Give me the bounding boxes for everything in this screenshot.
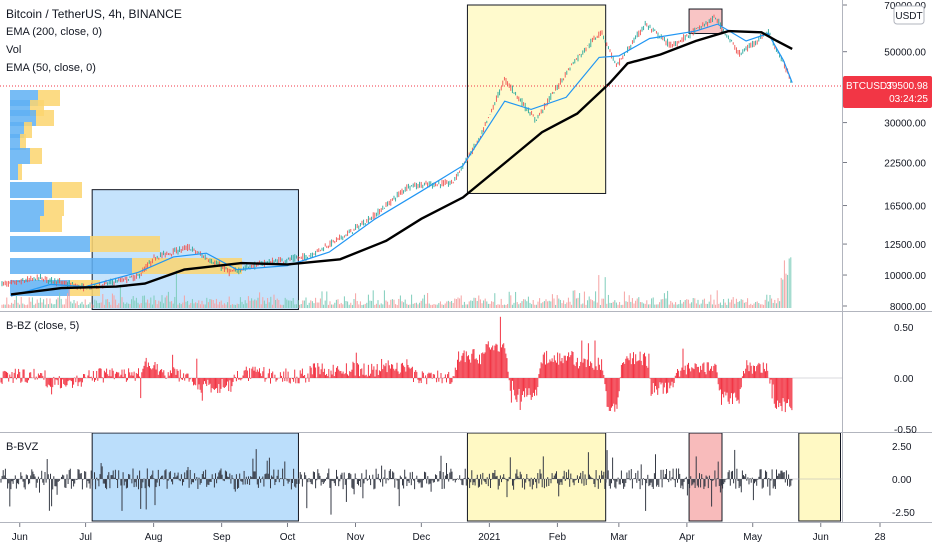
volume-profile-down bbox=[24, 122, 32, 138]
last-price-badge-bg bbox=[843, 76, 932, 108]
bz-tick-label: -0.50 bbox=[894, 425, 917, 436]
volume-profile-up bbox=[10, 164, 18, 180]
last-price-value: 39500.98 bbox=[886, 81, 928, 92]
volume-profile-up bbox=[10, 236, 90, 252]
time-tick-label: Sep bbox=[213, 532, 231, 543]
volume-profile-down bbox=[18, 164, 22, 180]
volume-profile-up bbox=[10, 258, 132, 274]
legend-ema200[interactable]: EMA (200, close, 0) bbox=[6, 26, 102, 38]
bz-tick-label: 0.00 bbox=[894, 374, 914, 385]
chart-title[interactable]: Bitcoin / TetherUS, 4h, BINANCE bbox=[6, 7, 182, 21]
time-tick-label: Jun bbox=[12, 532, 28, 543]
price-tick-label: 8000.00 bbox=[890, 302, 927, 313]
ema200-line bbox=[10, 29, 793, 296]
time-tick-label: Dec bbox=[412, 532, 430, 543]
candle-countdown: 03:24:25 bbox=[889, 94, 928, 105]
bvz-axis[interactable]: 2.50 0.00 -2.50 bbox=[892, 442, 915, 519]
price-zone-yellow[interactable] bbox=[466, 4, 607, 194]
price-tick-label: 16500.00 bbox=[884, 202, 926, 213]
time-axis[interactable]: Jun Jul Aug Sep Oct Nov Dec 2021 Feb Mar Apr May Jun… bbox=[12, 523, 886, 543]
bvz-tick-label: 2.50 bbox=[892, 442, 912, 453]
ema50-line bbox=[10, 23, 793, 297]
volume-profile-up bbox=[10, 216, 40, 232]
price-tick-label: 10000.00 bbox=[884, 271, 926, 282]
bvz-pane-label[interactable]: B-BVZ bbox=[6, 441, 39, 453]
time-tick-label: Nov bbox=[347, 532, 365, 543]
time-tick-label: 2021 bbox=[478, 532, 501, 543]
volume-profile-down bbox=[36, 110, 54, 126]
volume-profile-down bbox=[52, 182, 82, 198]
time-tick-label: Apr bbox=[679, 532, 695, 543]
time-tick-label: Jun bbox=[813, 532, 829, 543]
volume-profile-up bbox=[10, 148, 30, 164]
legend-ema50[interactable]: EMA (50, close, 0) bbox=[6, 62, 96, 74]
bvz-zone-red[interactable] bbox=[688, 432, 723, 522]
bz-pane-label[interactable]: B-BZ (close, 5) bbox=[6, 320, 80, 332]
currency-badge-bg bbox=[893, 5, 925, 25]
time-tick-label: Feb bbox=[549, 532, 567, 543]
bvz-zone-yellow[interactable] bbox=[798, 432, 841, 522]
time-tick-label: Jul bbox=[79, 532, 92, 543]
last-price-symbol: BTCUSDT bbox=[846, 81, 893, 92]
volume-profile-up bbox=[10, 182, 52, 198]
time-tick-label: Oct bbox=[280, 532, 296, 543]
bvz-tick-label: 0.00 bbox=[892, 475, 912, 486]
time-tick-label: Mar bbox=[610, 532, 628, 543]
volume-profile-up bbox=[10, 134, 20, 150]
volume-profile-down bbox=[20, 134, 26, 150]
volume-profile-down bbox=[40, 216, 62, 232]
bz-tick-label: 0.50 bbox=[894, 323, 914, 334]
volume-profile-down bbox=[30, 148, 42, 164]
price-axis[interactable]: 70000.0050000.0040000.0030000.0022500.00… bbox=[843, 1, 926, 313]
volume-profile-up bbox=[10, 200, 44, 216]
price-tick-label: 30000.00 bbox=[884, 119, 926, 130]
currency-badge[interactable]: USDT bbox=[895, 11, 922, 22]
time-tick-label: 28 bbox=[874, 532, 886, 543]
legend-volume[interactable]: Vol bbox=[6, 44, 22, 56]
volume-profile-down bbox=[44, 200, 64, 216]
bvz-tick-label: -2.50 bbox=[892, 508, 915, 519]
volume-profile-down bbox=[90, 236, 160, 252]
price-tick-label: 50000.00 bbox=[884, 48, 926, 59]
time-tick-label: May bbox=[743, 532, 762, 543]
price-tick-label: 12500.00 bbox=[884, 240, 926, 251]
price-tick-label: 22500.00 bbox=[884, 159, 926, 170]
time-tick-label: Aug bbox=[145, 532, 163, 543]
bz-axis[interactable]: 0.50 0.00 -0.50 bbox=[894, 323, 917, 436]
